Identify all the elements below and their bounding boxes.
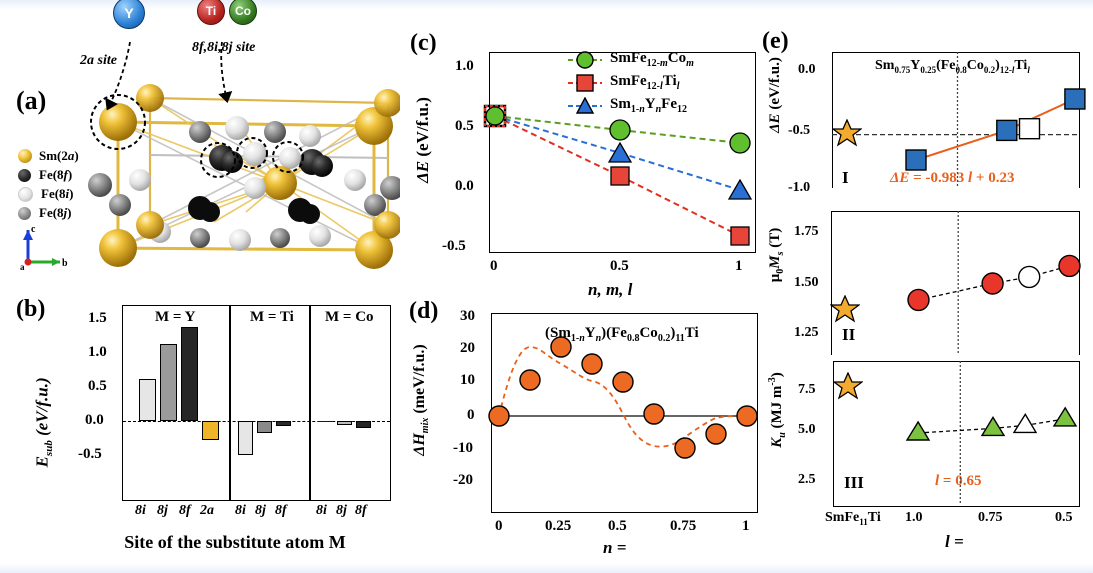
svg-text:2a site: 2a site bbox=[79, 53, 117, 68]
svg-text:b: b bbox=[62, 258, 68, 269]
svg-text:8f,8i,8j site: 8f,8i,8j site bbox=[192, 40, 255, 55]
svg-text:c: c bbox=[31, 224, 36, 235]
svg-text:a: a bbox=[20, 262, 25, 270]
